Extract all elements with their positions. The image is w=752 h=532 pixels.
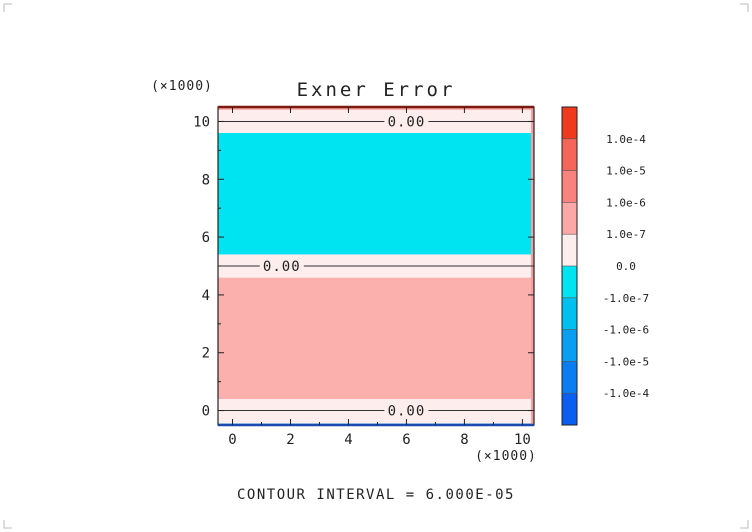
x-tick-label: 6 [402, 432, 410, 448]
colorbar-segment-6 [562, 297, 577, 330]
contour-band-2 [218, 277, 534, 399]
colorbar-segment-1 [562, 138, 577, 171]
colorbar: 1.0e-4 1.0e-5 1.0e-6 1.0e-7 0.0 -1.0e-7 -1.0e-… [561, 106, 650, 426]
colorbar-label: 1.0e-7 [606, 228, 646, 241]
colorbar-label: 1.0e-4 [606, 133, 646, 146]
colorbar-label: -1.0e-5 [603, 355, 649, 368]
x-axis: 0 2 4 6 8 10 [228, 107, 531, 448]
x-tick-label: 8 [460, 432, 468, 448]
contour-label-2: 0.00 [388, 114, 426, 130]
contour-label-0: 0.00 [388, 404, 426, 420]
colorbar-label: -1.0e-7 [603, 292, 649, 305]
plot-area: 0.00 0.00 0.00 [217, 105, 535, 427]
colorbar-segment-7 [562, 329, 577, 362]
x-multiplier-label: (×1000) [475, 449, 537, 464]
colorbar-label: 1.0e-6 [606, 196, 646, 209]
x-tick-label: 10 [514, 432, 531, 448]
contour-band-4 [218, 133, 534, 255]
y-tick-label: 8 [202, 172, 210, 188]
crop-marks [3, 3, 749, 529]
colorbar-segment-9 [562, 393, 577, 426]
y-tick-label: 0 [202, 404, 210, 420]
contour-band-6 [218, 107, 534, 110]
y-tick-label: 2 [202, 346, 210, 362]
y-tick-label: 10 [193, 114, 210, 130]
y-tick-label: 4 [202, 288, 210, 304]
colorbar-label: 0.0 [616, 260, 636, 273]
contour-interval-footer: CONTOUR INTERVAL = 6.000E-05 [237, 487, 515, 503]
colorbar-segment-8 [562, 361, 577, 394]
contour-label-1: 0.00 [263, 259, 301, 275]
colorbar-label: -1.0e-6 [603, 324, 649, 337]
y-multiplier-label: (×1000) [151, 79, 213, 94]
colorbar-label: -1.0e-4 [603, 387, 650, 400]
colorbar-segment-3 [562, 202, 577, 235]
colorbar-label: 1.0e-5 [606, 165, 646, 178]
colorbar-segment-2 [562, 170, 577, 203]
colorbar-segment-0 [562, 107, 577, 140]
y-tick-label: 6 [202, 230, 210, 246]
x-tick-label: 0 [228, 432, 236, 448]
x-tick-label: 4 [344, 432, 352, 448]
y-axis: 0 2 4 6 8 10 [193, 114, 534, 420]
colorbar-segment-5 [562, 266, 577, 299]
chart-title: Exner Error [297, 79, 456, 101]
contour-band-1 [218, 398, 534, 424]
x-tick-label: 2 [286, 432, 294, 448]
colorbar-segment-4 [562, 234, 577, 267]
